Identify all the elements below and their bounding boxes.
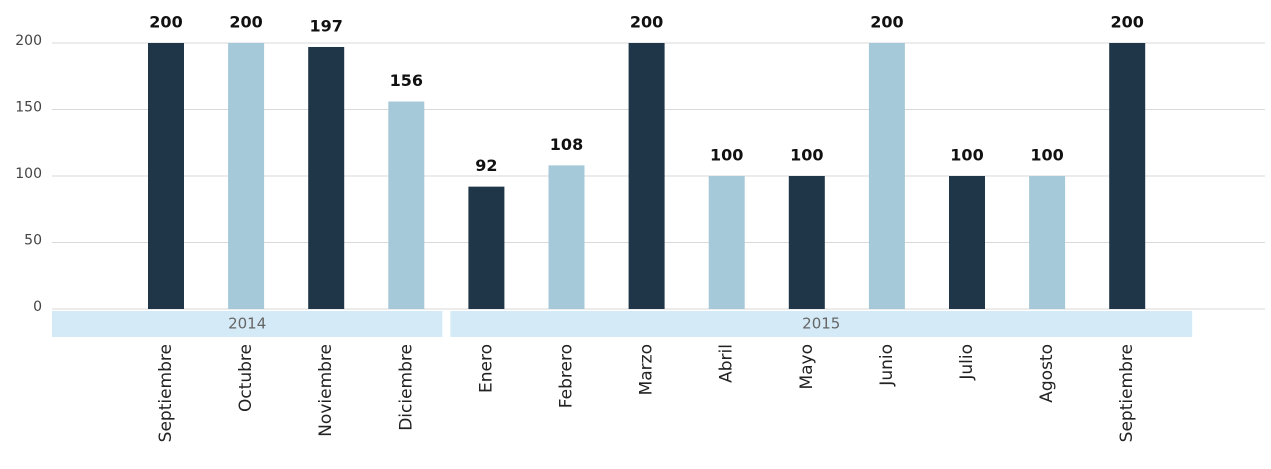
x-tick-label: Febrero <box>557 344 577 408</box>
bar <box>1109 43 1146 309</box>
bar <box>949 176 985 309</box>
value-label: 200 <box>630 13 663 32</box>
value-label: 108 <box>550 135 583 154</box>
value-label: 200 <box>1110 13 1143 32</box>
x-tick-label: Abril <box>717 344 737 383</box>
x-tick-label: Mayo <box>797 344 817 390</box>
bar <box>548 165 585 309</box>
bar <box>1029 176 1066 309</box>
bar <box>388 101 425 310</box>
value-label: 100 <box>710 146 743 165</box>
y-tick-label: 100 <box>15 166 42 182</box>
bar <box>228 43 265 309</box>
x-tick-label: Septiembre <box>1117 344 1137 442</box>
group-label: 2015 <box>802 315 840 333</box>
value-label: 100 <box>1030 146 1063 165</box>
bar <box>308 46 345 310</box>
y-tick-label: 200 <box>15 33 42 49</box>
value-label: 100 <box>790 146 823 165</box>
x-tick-label: Junio <box>877 344 897 387</box>
x-tick-label: Noviembre <box>316 344 336 437</box>
y-tick-label: 50 <box>24 233 42 249</box>
y-tick-label: 0 <box>33 299 42 315</box>
value-label: 197 <box>309 16 342 35</box>
value-label: 100 <box>950 146 983 165</box>
x-tick-label: Agosto <box>1037 344 1057 403</box>
bar <box>868 43 905 309</box>
value-label: 156 <box>390 71 423 90</box>
x-tick-label: Octubre <box>236 344 256 412</box>
value-label: 200 <box>870 13 903 32</box>
x-tick-label: Julio <box>957 344 977 381</box>
value-label: 200 <box>229 13 262 32</box>
group-label: 2014 <box>228 315 266 333</box>
bar <box>788 176 825 309</box>
x-tick-label: Enero <box>476 344 496 393</box>
value-label: 92 <box>475 156 497 175</box>
value-label: 200 <box>149 13 182 32</box>
bar <box>628 43 665 309</box>
x-tick-label: Diciembre <box>396 344 416 431</box>
group-band <box>52 311 443 337</box>
y-tick-label: 150 <box>15 100 42 116</box>
x-tick-label: Marzo <box>637 344 657 395</box>
group-band <box>450 311 1193 337</box>
bar <box>708 176 745 309</box>
x-tick-label: Septiembre <box>156 344 176 442</box>
bar <box>468 186 505 309</box>
bar <box>148 43 184 309</box>
